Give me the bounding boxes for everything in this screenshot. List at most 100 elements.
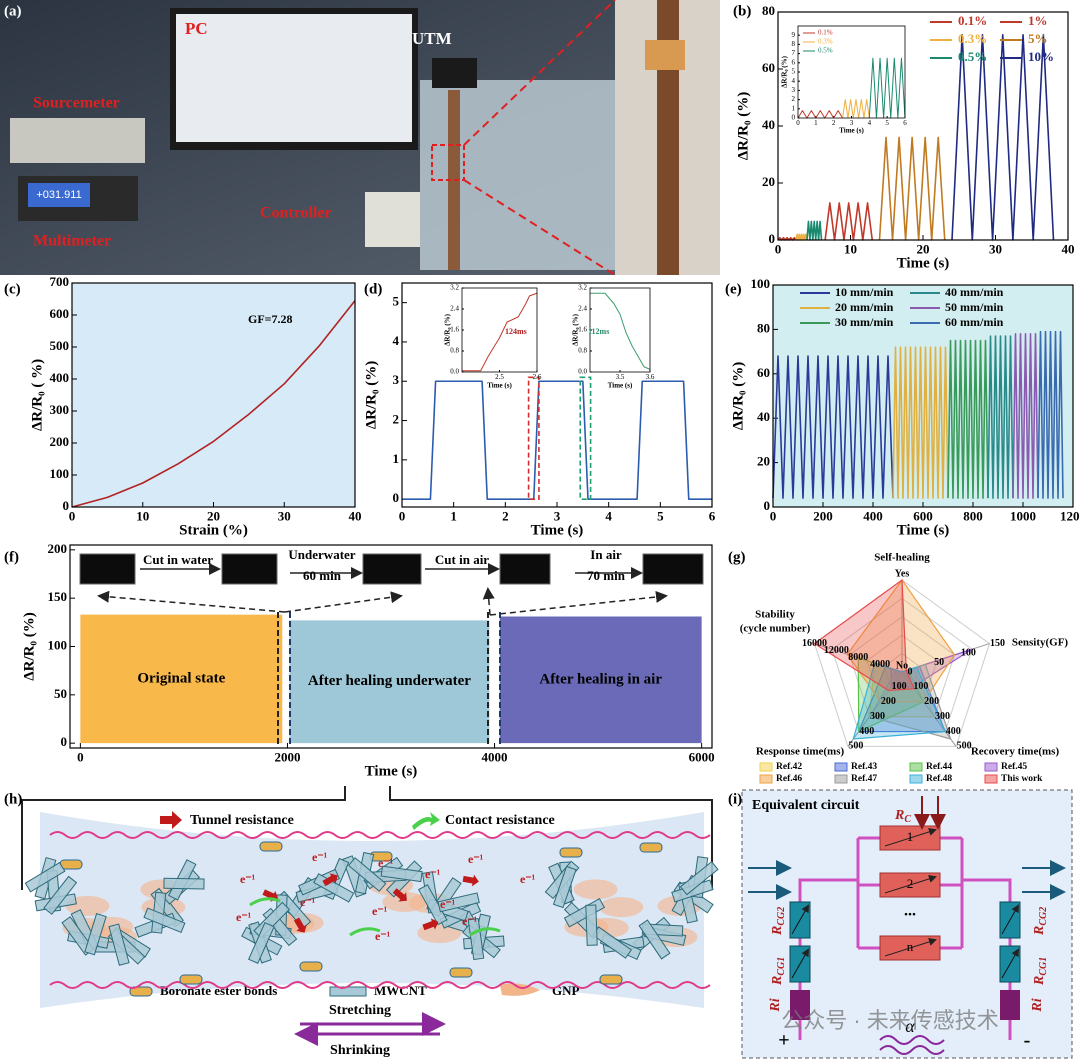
variable-arrow: [884, 938, 937, 957]
gnp-icon: [500, 983, 540, 996]
resistor-label: n: [907, 939, 914, 954]
y-tick-label: 5: [792, 68, 796, 76]
component-label: RCG2: [770, 907, 787, 936]
legend-label: Ref.45: [1001, 762, 1027, 772]
tunnel-arrow: [392, 888, 407, 902]
variable-arrow: [1001, 904, 1019, 935]
sourcemeter: [10, 118, 145, 163]
mwcnt-icon: [329, 986, 367, 997]
boronate-bond: [449, 967, 473, 978]
electron-label: e⁻¹: [312, 850, 328, 864]
line-series: [1037, 330, 1064, 499]
dashed-arrow: [482, 587, 495, 616]
radar-axis-label: Recovery time(ms): [971, 746, 1060, 758]
y-axis-label: ΔR/R₀ (%): [730, 362, 746, 430]
x-tick-label: 4000: [482, 749, 508, 764]
component-label: RC: [894, 808, 911, 825]
mwcnt: [347, 857, 387, 892]
radar-axis-label: Sensity(GF): [1012, 637, 1069, 649]
y-tick-label: 50: [54, 686, 67, 701]
y-tick-label: 500: [50, 338, 70, 353]
radar-tick-label: 100: [913, 681, 928, 692]
y-tick-label: 80: [757, 320, 770, 335]
x-tick-label: 5: [657, 508, 664, 523]
circuit-title: Equivalent circuit: [752, 798, 860, 813]
symbol: α: [905, 1016, 915, 1036]
x-tick-label: 400: [863, 508, 883, 523]
y-tick-label: 0.0: [578, 368, 587, 376]
legend-swatch: [909, 762, 923, 772]
legend-swatch: [909, 774, 923, 784]
sample-photo: [79, 553, 136, 585]
x-tick-label: 6000: [689, 749, 715, 764]
y-tick-label: 400: [50, 370, 70, 385]
x-tick-label: 1200: [1060, 508, 1080, 523]
wire: [798, 836, 1012, 1040]
mwcnt: [143, 907, 186, 934]
legend-label: 20 mm/min: [835, 300, 894, 314]
photo-panel: PC UTM Sourcemeter Controller Multimeter…: [0, 0, 720, 276]
line-series: [878, 136, 946, 241]
x-tick-label: 3: [554, 508, 561, 523]
x-tick-label: 40: [1062, 241, 1075, 256]
y-tick-label: 700: [50, 274, 70, 289]
radar-tick-label: 16000: [802, 638, 827, 649]
y-axis-label: ΔR/R₀ (%): [735, 92, 751, 160]
process-label: 60 min: [303, 568, 342, 583]
plot-area: [72, 283, 355, 507]
x-tick-label: 30: [278, 508, 291, 523]
radar-tick-label: 300: [870, 711, 885, 722]
area-series: [289, 620, 490, 744]
legend-label: 0.3%: [958, 31, 987, 46]
x-tick-label: 0: [796, 119, 800, 127]
legend-label: Ref.42: [776, 762, 802, 772]
x-axis-label: Time (s): [365, 763, 418, 779]
radar-tick-label: 100: [961, 647, 976, 658]
line-series: [772, 355, 894, 499]
radar-axis-label: (cycle number): [740, 623, 811, 635]
electron-label: e⁻¹: [236, 910, 252, 924]
y-tick-label: 80: [762, 3, 775, 18]
y-axis-label: ΔR/R₀ (%): [444, 313, 452, 346]
photo-label: Controller: [260, 205, 332, 222]
electron-label: e⁻¹: [462, 914, 478, 928]
polymer-chain: [49, 831, 711, 839]
sample-photo: [642, 553, 704, 585]
label-main: R: [1032, 926, 1047, 936]
hydrogel-body: [40, 812, 704, 1008]
legend-label: Ref.44: [926, 762, 952, 772]
controller: [365, 192, 420, 247]
plot-frame: [777, 11, 1069, 241]
plot-frame: [589, 287, 651, 373]
x-tick-label: 40: [349, 508, 362, 523]
x-axis-label: Time (s): [839, 127, 864, 135]
panel-label: (c): [4, 281, 21, 297]
contact-arrow: [469, 927, 501, 937]
electron-label: e⁻¹: [372, 904, 388, 918]
legend-swatch: [984, 774, 998, 784]
process-label: Cut in water: [143, 552, 213, 567]
process-label: In air: [590, 547, 622, 562]
plot-area: [462, 288, 537, 372]
mwcnt: [84, 912, 107, 956]
watermark: 公众号 · 未来传感技术: [781, 1008, 999, 1033]
multimeter-display: [28, 183, 90, 207]
gnp: [573, 879, 618, 900]
radar-tick-label: 500: [957, 741, 972, 752]
y-tick-label: 60: [762, 60, 775, 75]
process-label: Underwater: [288, 547, 355, 562]
legend-label: Contact resistance: [445, 813, 555, 828]
photo-label: Multimeter: [33, 233, 111, 250]
legend-label: 0.5%: [818, 47, 833, 55]
y-axis-label: ΔR/R₀ (%): [781, 55, 789, 88]
bracket: [21, 786, 713, 890]
mwcnt: [679, 860, 719, 896]
mwcnt: [467, 917, 485, 961]
label-sub: CG1: [1038, 957, 1049, 976]
radar-tick-label: 500: [848, 741, 863, 752]
x-tick-label: 2: [502, 508, 509, 523]
contact-arrow-icon: [412, 812, 440, 830]
line-series: [71, 300, 356, 508]
x-tick-label: 0: [69, 508, 76, 523]
